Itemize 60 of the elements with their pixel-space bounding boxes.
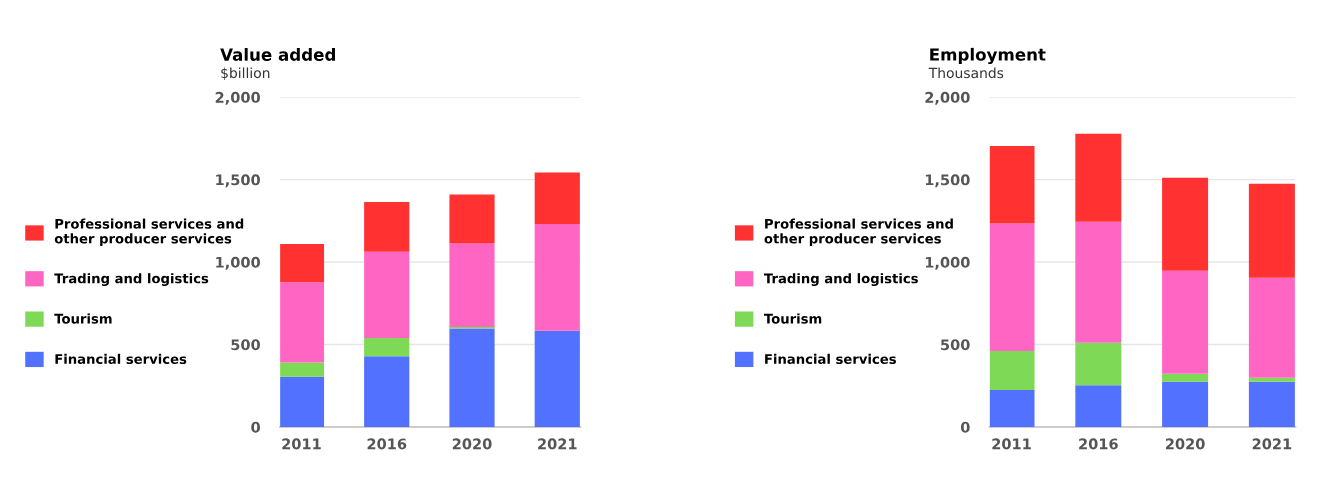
- bar: [534, 172, 580, 224]
- bar: [364, 202, 410, 252]
- y-tick-label: 0: [251, 421, 260, 433]
- legend-label: Trading and logistics: [54, 273, 209, 287]
- x-tick-label: 2011: [992, 438, 1031, 450]
- bar: [1075, 342, 1122, 386]
- bar: [1248, 381, 1295, 427]
- x-tick-label: 2021: [1252, 438, 1292, 450]
- y-tick-label: 2,000: [925, 91, 970, 105]
- bar: [989, 146, 1035, 224]
- bar: [280, 376, 325, 427]
- bar: [1162, 270, 1209, 374]
- bar: [1248, 277, 1295, 378]
- bar: [1162, 381, 1209, 427]
- legend-label: Professional services and other producer services: [764, 218, 953, 247]
- x-tick-label: 2021: [538, 438, 577, 450]
- legend-label: Tourism: [763, 313, 822, 324]
- bar: [1075, 133, 1122, 222]
- chart-title: Value added: [220, 47, 335, 61]
- bar: [1075, 221, 1122, 343]
- bar: [280, 244, 325, 283]
- x-tick-label: 2016: [1079, 438, 1118, 450]
- x-tick-label: 2020: [452, 438, 492, 450]
- y-tick-label: 1,000: [216, 256, 260, 270]
- bar: [1162, 373, 1209, 382]
- y-tick-label: 1,500: [925, 174, 970, 188]
- bar: [1162, 177, 1209, 271]
- x-tick-label: 2016: [367, 438, 407, 450]
- y-tick-label: 500: [941, 339, 970, 351]
- bar: [280, 282, 325, 363]
- x-tick-label: 2011: [282, 438, 321, 450]
- chart-title: Employment: [930, 47, 1046, 65]
- legend-label: Professional services and other producer services: [54, 218, 244, 247]
- y-tick-label: 2,000: [215, 91, 260, 105]
- chart-subtitle: $billion: [221, 67, 270, 81]
- bar: [364, 356, 410, 427]
- bar: [534, 223, 580, 331]
- bar: [1075, 385, 1122, 427]
- bar: [1248, 377, 1295, 382]
- bar: [989, 390, 1035, 427]
- legend-label: Tourism: [54, 313, 112, 324]
- y-tick-label: 0: [960, 421, 970, 433]
- bar: [1248, 183, 1295, 278]
- y-tick-label: 500: [231, 339, 260, 351]
- bar: [364, 251, 410, 338]
- legend-label: Trading and logistics: [763, 273, 918, 287]
- x-tick-label: 2020: [1165, 438, 1205, 450]
- legend-label: Financial services: [765, 353, 896, 364]
- bar: [449, 328, 495, 427]
- bar: [280, 362, 325, 377]
- bar: [364, 337, 410, 357]
- chart-subtitle: Thousands: [928, 67, 1004, 79]
- y-tick-label: 1,500: [216, 174, 260, 188]
- bar: [534, 330, 580, 427]
- bar: [449, 243, 495, 327]
- bar: [449, 194, 495, 244]
- bar: [989, 223, 1035, 351]
- legend-label: Financial services: [55, 353, 187, 364]
- bar: [989, 350, 1035, 391]
- y-tick-label: 1,000: [925, 256, 970, 270]
